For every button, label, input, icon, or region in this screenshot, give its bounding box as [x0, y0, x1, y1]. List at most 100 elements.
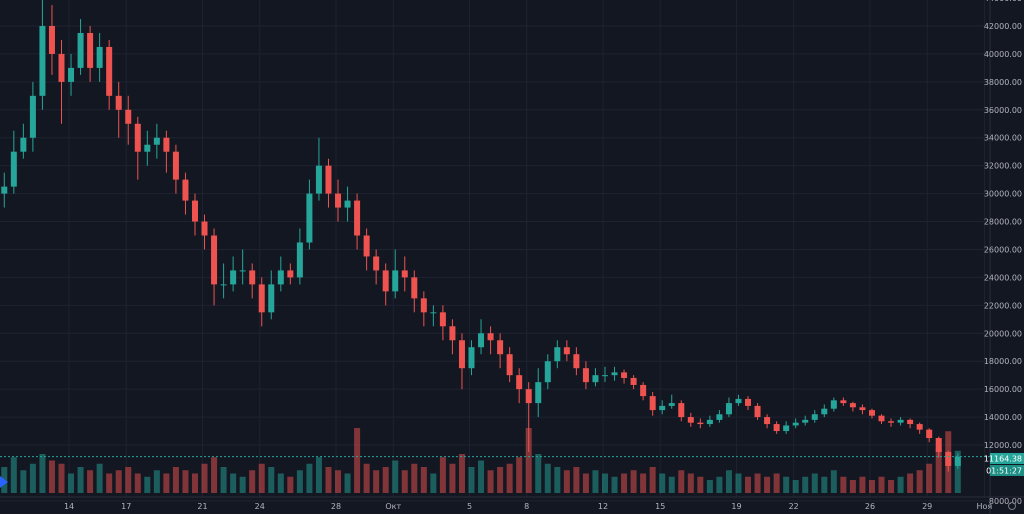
volume-bar: [916, 470, 923, 493]
volume-bar: [745, 476, 752, 493]
volume-bar: [96, 463, 103, 493]
volume-bar: [458, 454, 465, 493]
volume-bar: [954, 450, 961, 493]
scroll-marker-icon[interactable]: [0, 476, 8, 488]
candle-body: [401, 270, 408, 278]
candle-body: [821, 408, 828, 415]
candle-body: [420, 298, 427, 313]
volume-bar: [716, 476, 723, 493]
time-axis[interactable]: 14 17 21 24 28 Окт 5 8 12 15 19 22 26 29 Ноя: [0, 496, 1024, 511]
candle-body: [840, 400, 847, 404]
time-tick-label: 22: [789, 502, 799, 511]
volume-bar: [582, 473, 589, 493]
volume-bar: [478, 460, 485, 493]
settings-gear-icon[interactable]: [1008, 502, 1016, 510]
price-tick-label: 22000.00: [984, 301, 1022, 310]
volume-bar: [773, 473, 780, 493]
time-tick-label: 26: [865, 502, 875, 511]
candle-body: [945, 451, 952, 466]
candle-body: [506, 354, 513, 376]
volume-bar: [382, 467, 389, 493]
volume-bar: [840, 476, 847, 493]
volume-bar: [115, 470, 122, 493]
candle-body: [144, 144, 151, 152]
candle-body: [516, 375, 523, 390]
time-tick-label: 8: [524, 502, 529, 511]
volume-bar: [249, 470, 256, 493]
candle-body: [39, 26, 46, 96]
volume-bar: [802, 476, 809, 493]
volume-bar: [39, 454, 46, 493]
volume-bar: [392, 460, 399, 493]
volume-bar: [48, 460, 55, 493]
candle-body: [182, 179, 189, 201]
candle-body: [554, 347, 561, 362]
volume-bar: [535, 454, 542, 493]
candle-body: [630, 377, 637, 385]
volume-bar: [68, 473, 75, 493]
price-tick-label: 44000.00: [984, 0, 1022, 3]
volume-bar: [315, 457, 322, 493]
candle-body: [239, 270, 246, 272]
candle-body: [754, 405, 761, 418]
last-price-label: 11164.38: [984, 455, 1022, 464]
candle-body: [897, 419, 904, 423]
volume-bar: [268, 467, 275, 493]
volume-bar: [573, 467, 580, 493]
candle-body: [868, 410, 875, 416]
price-tick-label: 42000.00: [984, 22, 1022, 31]
volume-bar: [868, 480, 875, 493]
candle-body: [439, 312, 446, 327]
candle-body: [687, 417, 694, 423]
volume-bar: [134, 473, 141, 493]
candle-body: [277, 270, 284, 285]
candle-body: [783, 425, 790, 432]
candle-body: [592, 375, 599, 383]
time-tick-label: 24: [255, 502, 265, 511]
candle-body: [10, 151, 17, 187]
price-tick-label: 30000.00: [984, 190, 1022, 199]
volume-bar: [554, 467, 561, 493]
price-tick-label: 18000.00: [984, 357, 1022, 366]
time-tick-label: 28: [331, 502, 341, 511]
time-tick-label: 15: [655, 502, 665, 511]
candle-body: [354, 200, 361, 236]
candle-body: [201, 221, 208, 236]
time-tick-label: 21: [197, 502, 207, 511]
volume-bar: [640, 473, 647, 493]
volume-bar: [516, 457, 523, 493]
volume-bar: [563, 470, 570, 493]
volume-bar: [106, 473, 113, 493]
price-axis[interactable]: 8000.00 12000.00 14000.00 16000.00 18000.00 2…: [984, 0, 1022, 514]
candle-body: [153, 137, 160, 145]
volume-bar: [792, 480, 799, 493]
volume-bar: [649, 467, 656, 493]
candle-body: [96, 46, 103, 68]
time-tick-label: 12: [598, 502, 608, 511]
volume-bar: [296, 470, 303, 493]
candle-body: [468, 347, 475, 369]
volume-bar: [878, 476, 885, 493]
candle-body: [668, 403, 675, 406]
price-tick-label: 26000.00: [984, 245, 1022, 254]
price-tick-label: 14000.00: [984, 413, 1022, 422]
volume-bar: [821, 476, 828, 493]
volume-bar: [783, 476, 790, 493]
volume-bars: [1, 428, 961, 493]
volume-bar: [144, 476, 151, 493]
candle-body: [706, 419, 713, 425]
volume-bar: [230, 473, 237, 493]
volume-bar: [420, 467, 427, 493]
candle-body: [935, 438, 942, 452]
volume-bar: [201, 463, 208, 493]
candles: [1, 0, 961, 472]
time-tick-label: 14: [64, 502, 74, 511]
volume-bar: [601, 473, 608, 493]
volume-bar: [125, 467, 132, 493]
volume-bar: [888, 480, 895, 493]
volume-bar: [697, 476, 704, 493]
candle-body: [601, 375, 608, 377]
volume-bar: [592, 470, 599, 493]
volume-bar: [735, 473, 742, 493]
